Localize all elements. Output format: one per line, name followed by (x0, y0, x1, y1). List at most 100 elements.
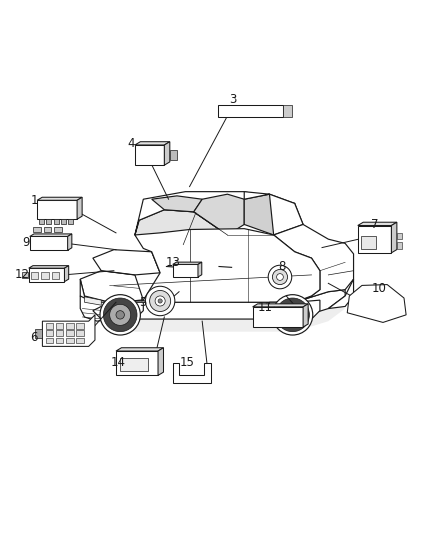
Polygon shape (135, 145, 164, 165)
Circle shape (110, 304, 131, 325)
Bar (56, 330, 64, 336)
Text: 15: 15 (180, 356, 195, 369)
Bar (76, 330, 84, 336)
Text: 13: 13 (165, 256, 180, 269)
Circle shape (277, 273, 283, 280)
Bar (283, 104, 292, 117)
Bar (52, 271, 60, 279)
Bar (61, 219, 66, 224)
Polygon shape (173, 363, 211, 383)
Polygon shape (328, 279, 353, 309)
Bar (46, 219, 51, 224)
Polygon shape (152, 242, 190, 273)
Polygon shape (93, 302, 143, 319)
Text: 8: 8 (279, 260, 286, 273)
Polygon shape (218, 104, 283, 117)
Polygon shape (244, 192, 303, 235)
Polygon shape (29, 268, 64, 281)
Polygon shape (164, 142, 170, 165)
Polygon shape (85, 289, 345, 319)
Bar (68, 219, 73, 224)
Bar (39, 219, 44, 224)
Circle shape (276, 298, 309, 332)
Polygon shape (110, 229, 320, 302)
Bar (170, 150, 177, 160)
Text: 1: 1 (30, 193, 38, 207)
Polygon shape (173, 264, 198, 277)
Polygon shape (37, 200, 77, 219)
Bar (397, 233, 403, 239)
Circle shape (158, 299, 162, 303)
Polygon shape (253, 307, 303, 327)
Bar (33, 227, 41, 232)
Circle shape (268, 265, 292, 289)
Bar (66, 330, 74, 336)
Polygon shape (158, 348, 163, 375)
Polygon shape (347, 285, 406, 322)
Bar (76, 324, 84, 329)
Bar (397, 243, 403, 248)
Text: 3: 3 (229, 93, 236, 107)
Polygon shape (358, 225, 392, 253)
Bar (76, 337, 84, 343)
Polygon shape (85, 297, 101, 305)
Polygon shape (135, 142, 170, 145)
Circle shape (272, 295, 313, 335)
Text: 11: 11 (258, 301, 273, 314)
Polygon shape (198, 262, 202, 277)
Polygon shape (85, 302, 345, 332)
Polygon shape (30, 234, 72, 237)
Bar (46, 330, 53, 336)
Circle shape (100, 295, 140, 335)
Text: 7: 7 (371, 218, 378, 231)
Polygon shape (358, 222, 397, 225)
Circle shape (116, 311, 124, 319)
Bar (53, 219, 59, 224)
Text: 6: 6 (30, 330, 38, 344)
Text: 5: 5 (139, 296, 146, 309)
Bar (22, 271, 28, 278)
Polygon shape (64, 265, 69, 281)
Polygon shape (392, 222, 397, 253)
Polygon shape (303, 304, 308, 327)
Polygon shape (244, 194, 295, 235)
Polygon shape (42, 315, 95, 346)
Polygon shape (116, 351, 158, 375)
Text: 9: 9 (22, 236, 29, 248)
Polygon shape (274, 224, 353, 302)
Polygon shape (253, 304, 308, 307)
Polygon shape (269, 300, 320, 319)
Bar (31, 271, 39, 279)
Polygon shape (173, 262, 202, 264)
Circle shape (282, 304, 303, 325)
Polygon shape (116, 348, 163, 351)
Bar (56, 337, 64, 343)
Polygon shape (67, 234, 72, 251)
Circle shape (288, 311, 297, 319)
Text: 12: 12 (15, 268, 30, 280)
Polygon shape (135, 192, 303, 235)
Polygon shape (80, 296, 110, 321)
Text: 4: 4 (127, 137, 134, 150)
Bar (54, 227, 62, 232)
Circle shape (155, 296, 165, 306)
Polygon shape (77, 197, 82, 219)
Polygon shape (135, 209, 227, 252)
Polygon shape (80, 271, 143, 302)
Polygon shape (80, 279, 85, 302)
Circle shape (103, 298, 137, 332)
Bar (120, 358, 148, 371)
Polygon shape (29, 265, 69, 268)
Text: 14: 14 (110, 356, 126, 369)
Polygon shape (37, 197, 82, 200)
Bar (46, 324, 53, 329)
Polygon shape (30, 237, 67, 251)
Bar (66, 324, 74, 329)
Bar (66, 337, 74, 343)
Polygon shape (194, 194, 244, 235)
Text: 10: 10 (371, 282, 386, 295)
Polygon shape (152, 196, 202, 212)
Bar (56, 324, 64, 329)
Bar (46, 337, 53, 343)
Bar (35, 329, 42, 338)
